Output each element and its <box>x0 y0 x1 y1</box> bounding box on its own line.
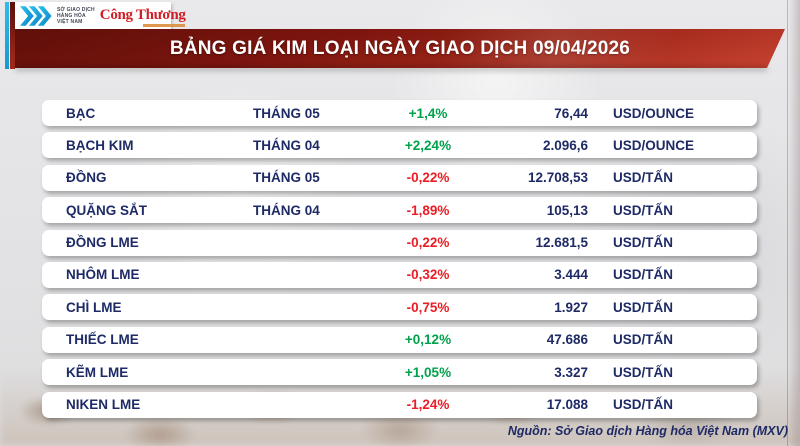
price-unit: USD/TẤN <box>613 202 673 218</box>
table-row: NHÔM LME -0,32% 3.444 USD/TẤN <box>42 261 757 288</box>
commodity-name: BẠCH KIM <box>66 137 134 153</box>
change-percent: -0,22% <box>406 235 450 251</box>
table-row: QUẶNG SẮT THÁNG 04 -1,89% 105,13 USD/TẤN <box>42 197 757 224</box>
change-percent: +0,12% <box>404 332 452 348</box>
logo-bar: SỞ GIAO DỊCH HÀNG HÓA VIỆT NAM Công Thươ… <box>15 2 186 29</box>
table-row: BẠCH KIM THÁNG 04 +2,24% 2.096,6 USD/OUN… <box>42 132 757 159</box>
price-value: 3.444 <box>554 267 588 283</box>
change-percent: +2,24% <box>404 137 452 153</box>
mxv-logo-text: SỞ GIAO DỊCH HÀNG HÓA VIỆT NAM <box>57 7 95 25</box>
commodity-name: CHÌ LME <box>66 299 122 315</box>
price-unit: USD/TẤN <box>613 332 673 348</box>
price-unit: USD/TẤN <box>613 299 673 315</box>
price-value: 1.927 <box>554 299 588 315</box>
price-unit: USD/TẤN <box>613 235 673 251</box>
commodity-name: QUẶNG SẮT <box>66 202 147 218</box>
source-note: Nguồn: Sở Giao dịch Hàng hóa Việt Nam (M… <box>507 424 788 438</box>
mxv-logo-line: SỞ GIAO DỊCH <box>57 6 95 13</box>
commodity-name: ĐỒNG <box>66 170 107 186</box>
table-row: THIẾC LME +0,12% 47.686 USD/TẤN <box>42 326 757 353</box>
change-percent: -1,24% <box>406 397 450 413</box>
table-row: ĐỒNG THÁNG 05 -0,22% 12.708,53 USD/TẤN <box>42 164 757 191</box>
price-value: 3.327 <box>554 364 588 380</box>
congthuong-logo: Công Thương <box>99 7 186 27</box>
price-value: 2.096,6 <box>542 137 588 153</box>
commodity-name: NIKEN LME <box>66 397 141 413</box>
change-percent: -1,89% <box>406 202 450 218</box>
mxv-logo-line: VIỆT NAM <box>57 18 83 25</box>
price-table: BẠC THÁNG 05 +1,4% 76,44 USD/OUNCE BẠCH … <box>42 100 757 424</box>
commodity-name: KẼM LME <box>66 364 129 380</box>
mxv-logo-icon <box>20 5 52 26</box>
table-row: NIKEN LME -1,24% 17.088 USD/TẤN <box>42 391 757 418</box>
price-unit: USD/TẤN <box>613 397 673 413</box>
price-value: 12.681,5 <box>535 235 588 251</box>
congthuong-tagline-bar <box>142 24 185 27</box>
price-value: 12.708,53 <box>527 170 588 186</box>
mxv-logo-line: HÀNG HÓA <box>57 12 86 19</box>
title-bar-shadow <box>15 66 767 71</box>
price-unit: USD/TẤN <box>613 364 673 380</box>
price-unit: USD/TẤN <box>613 267 673 283</box>
change-percent: -0,22% <box>406 170 450 186</box>
commodity-name: NHÔM LME <box>66 267 140 283</box>
congthuong-wordmark: Công Thương <box>99 7 186 23</box>
table-row: BẠC THÁNG 05 +1,4% 76,44 USD/OUNCE <box>42 100 757 126</box>
contract-month: THÁNG 05 <box>253 105 320 121</box>
contract-month: THÁNG 05 <box>253 170 320 186</box>
price-unit: USD/TẤN <box>613 170 673 186</box>
commodity-name: BẠC <box>66 105 96 121</box>
table-row: ĐỒNG LME -0,22% 12.681,5 USD/TẤN <box>42 229 757 256</box>
commodity-name: THIẾC LME <box>66 332 139 348</box>
price-value: 47.686 <box>546 332 588 348</box>
price-unit: USD/OUNCE <box>613 105 695 121</box>
background-right-band <box>787 0 800 446</box>
table-row: KẼM LME +1,05% 3.327 USD/TẤN <box>42 359 757 386</box>
price-unit: USD/OUNCE <box>613 137 695 153</box>
change-percent: -0,32% <box>406 267 450 283</box>
contract-month: THÁNG 04 <box>253 137 320 153</box>
change-percent: +1,4% <box>408 105 448 121</box>
price-value: 17.088 <box>546 397 588 413</box>
title-bar: BẢNG GIÁ KIM LOẠI NGÀY GIAO DỊCH 09/04/2… <box>15 29 785 68</box>
change-percent: -0,75% <box>406 299 450 315</box>
accent-stripe-cyan <box>5 2 9 69</box>
contract-month: THÁNG 04 <box>253 202 320 218</box>
price-value: 76,44 <box>554 105 588 121</box>
accent-stripe-red <box>10 2 15 69</box>
price-value: 105,13 <box>546 202 588 218</box>
page-title: BẢNG GIÁ KIM LOẠI NGÀY GIAO DỊCH 09/04/2… <box>169 37 631 59</box>
commodity-name: ĐỒNG LME <box>66 235 139 251</box>
table-row: CHÌ LME -0,75% 1.927 USD/TẤN <box>42 294 757 321</box>
change-percent: +1,05% <box>404 364 452 380</box>
